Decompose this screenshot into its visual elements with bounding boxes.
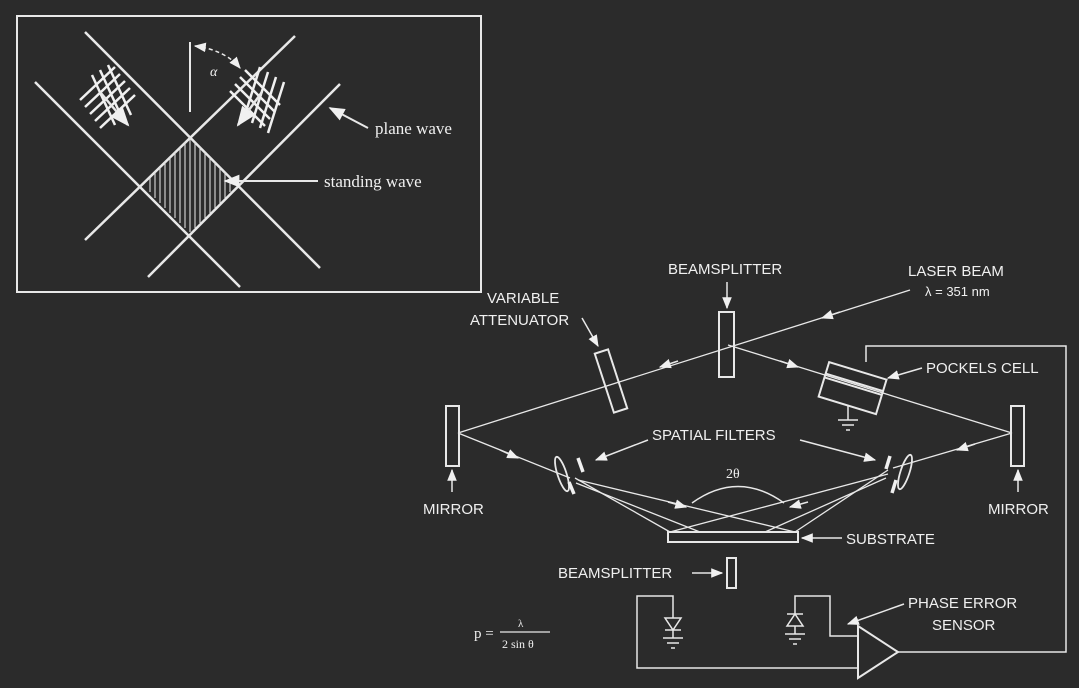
right-wavefront-hatch bbox=[229, 66, 286, 134]
plane-wave-label: plane wave bbox=[375, 119, 452, 138]
two-theta-arc bbox=[691, 485, 785, 504]
photodiode-left-icon bbox=[663, 608, 683, 649]
formula-denominator: 2 sin θ bbox=[502, 637, 534, 651]
pockels-cell bbox=[817, 360, 888, 416]
crossing-beams bbox=[34, 31, 341, 288]
variable-attenuator-line2: ATTENUATOR bbox=[470, 312, 569, 329]
beam-arrows bbox=[499, 310, 976, 509]
right-propagation-arrow bbox=[236, 91, 264, 127]
formula-numerator: λ bbox=[518, 618, 524, 630]
spatial-filter-right-pointer bbox=[799, 439, 877, 462]
inset-frame bbox=[16, 15, 482, 293]
variable-attenuator bbox=[593, 348, 629, 414]
left-down-arrow bbox=[499, 449, 520, 459]
photodiode-right-icon bbox=[785, 608, 805, 645]
alpha-angle-arc bbox=[193, 42, 241, 69]
plane-wave-pointer bbox=[328, 107, 369, 129]
standing-wave-label: standing wave bbox=[324, 172, 422, 191]
period-formula: p = λ 2 sin θ bbox=[474, 618, 550, 651]
pockels-pointer bbox=[886, 367, 923, 380]
to-attenuator-arrow bbox=[658, 359, 679, 369]
beamsplitter-bottom bbox=[726, 557, 737, 589]
laser-beam-label: LASER BEAM bbox=[908, 263, 1004, 280]
beamsplitter-top bbox=[718, 311, 735, 378]
standing-wave-inset: α plane wave standing wave bbox=[16, 15, 482, 293]
pockels-cell-label: POCKELS CELL bbox=[926, 360, 1039, 377]
formula-lhs: p = bbox=[474, 626, 494, 642]
two-theta-label: 2θ bbox=[726, 467, 740, 482]
phase-error-pointer bbox=[846, 603, 905, 625]
left-substrate-arrow bbox=[667, 499, 688, 509]
right-substrate-arrow bbox=[788, 499, 809, 509]
spatial-filters-label: SPATIAL FILTERS bbox=[652, 427, 776, 444]
attenuator-pointer bbox=[581, 317, 599, 348]
left-propagation-arrow bbox=[99, 91, 130, 127]
right-down-arrow bbox=[955, 442, 976, 452]
optical-setup: BEAMSPLITTER LASER BEAM λ = 351 nm VARIA… bbox=[423, 261, 1067, 680]
mirror-right-label: MIRROR bbox=[988, 501, 1049, 518]
mirror-right bbox=[1010, 405, 1025, 467]
beamsplitter-bottom-label: BEAMSPLITTER bbox=[558, 565, 672, 582]
substrate-label: SUBSTRATE bbox=[846, 531, 935, 548]
beamsplitter-top-label: BEAMSPLITTER bbox=[668, 261, 782, 278]
spatial-filter-left bbox=[554, 455, 585, 495]
to-pockels-arrow bbox=[779, 359, 800, 369]
pockels-ground-icon bbox=[838, 419, 858, 431]
phase-error-line1: PHASE ERROR bbox=[908, 595, 1017, 612]
phase-sensor-wiring bbox=[636, 345, 1067, 669]
mirror-left bbox=[445, 405, 460, 467]
alpha-label: α bbox=[210, 65, 218, 80]
amplifier-icon bbox=[857, 624, 900, 680]
substrate bbox=[667, 531, 799, 543]
standing-wave-fringes bbox=[149, 138, 231, 232]
mirror-left-label: MIRROR bbox=[423, 501, 484, 518]
spatial-filter-right bbox=[884, 453, 913, 494]
variable-attenuator-line1: VARIABLE bbox=[487, 290, 559, 307]
laser-in-arrow bbox=[820, 310, 841, 320]
laser-wavelength-label: λ = 351 nm bbox=[925, 284, 990, 299]
spatial-filter-left-pointer bbox=[594, 439, 649, 461]
phase-error-line2: SENSOR bbox=[932, 617, 996, 634]
